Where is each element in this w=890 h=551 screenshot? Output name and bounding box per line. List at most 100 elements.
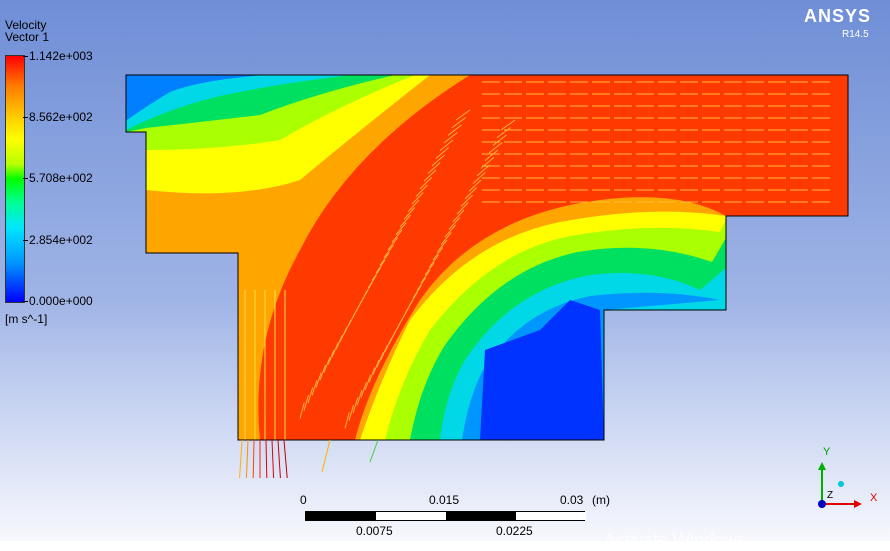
- scale-label-00225: 0.0225: [496, 524, 533, 538]
- velocity-vector: [427, 162, 441, 174]
- axis-triad: Y Z X: [818, 446, 878, 508]
- velocity-vector: [387, 237, 399, 251]
- velocity-vector: [379, 252, 390, 266]
- velocity-vector: [303, 394, 309, 411]
- velocity-vector: [348, 404, 354, 421]
- velocity-vector: [367, 274, 377, 289]
- ansys-logo: ANSYS: [804, 6, 872, 26]
- axis-x-label: X: [870, 492, 878, 504]
- velocity-vector: [352, 397, 359, 414]
- velocity-vector: [492, 134, 507, 146]
- legend-label-4: 2.854e+002: [29, 233, 93, 247]
- velocity-vector: [447, 124, 462, 136]
- legend-color-bar: [5, 55, 25, 303]
- velocity-vector: [435, 147, 450, 159]
- velocity-vector: [423, 169, 437, 182]
- outlet-vector: [277, 439, 281, 479]
- axis-z-label: Z: [827, 490, 833, 501]
- velocity-vector: [440, 232, 452, 246]
- version-label: R14.5: [842, 29, 869, 40]
- velocity-vector: [380, 344, 388, 360]
- legend-units: [m s^-1]: [5, 312, 48, 326]
- scale-label-00075: 0.0075: [356, 524, 393, 538]
- velocity-vector: [432, 247, 444, 261]
- outlet-vector: [283, 439, 288, 479]
- legend-label-min: 0.000e+000: [29, 294, 93, 308]
- outlet-vector: [245, 439, 249, 479]
- region-blue-lower: [480, 300, 604, 440]
- velocity-vector: [411, 192, 424, 205]
- outlet-vectors: [239, 439, 379, 479]
- scale-label-0: 0: [300, 493, 307, 507]
- velocity-vector: [307, 387, 314, 404]
- velocity-vector: [356, 389, 363, 406]
- velocity-vector: [323, 357, 331, 373]
- velocity-vector: [383, 244, 394, 258]
- velocity-vectors: [244, 81, 830, 440]
- scale-label-003: 0.03: [560, 493, 584, 507]
- velocity-vector: [315, 372, 322, 388]
- velocity-vector: [407, 199, 420, 213]
- legend-label-max: 1.142e+003: [29, 49, 93, 63]
- velocity-vector: [431, 154, 445, 167]
- velocity-vector: [335, 334, 343, 350]
- velocity-vector: [472, 172, 486, 184]
- scale-bar: [305, 511, 586, 521]
- scale-label-0015: 0.015: [429, 493, 460, 507]
- velocity-vector: [500, 119, 516, 131]
- legend-title: Velocity: [5, 18, 47, 32]
- axis-y-label: Y: [823, 446, 831, 458]
- velocity-vector: [428, 254, 439, 268]
- velocity-vector: [436, 239, 448, 253]
- velocity-vector: [368, 367, 376, 383]
- velocity-vector: [419, 177, 433, 190]
- velocity-vector: [456, 202, 469, 215]
- velocity-vector: [468, 179, 482, 192]
- legend-label-3: 5.708e+002: [29, 171, 93, 185]
- outlet-vector: [369, 439, 379, 463]
- velocity-vector: [452, 209, 465, 223]
- outlet-vector: [265, 439, 268, 479]
- velocity-vector: [444, 224, 456, 238]
- scale-unit: (m): [592, 493, 610, 507]
- velocity-vector: [391, 229, 403, 243]
- region-red: [258, 75, 848, 440]
- velocity-vector: [319, 364, 326, 381]
- velocity-vector: [424, 262, 435, 276]
- velocity-vector: [439, 139, 454, 151]
- legend-tick: [23, 301, 28, 302]
- velocity-vector: [488, 142, 503, 154]
- velocity-vector: [311, 379, 318, 396]
- outlet-vector: [252, 439, 255, 479]
- outlet-vector: [271, 439, 275, 479]
- velocity-vector: [403, 207, 416, 220]
- velocity-vector: [384, 337, 393, 353]
- velocity-vector: [476, 164, 490, 177]
- velocity-vector: [399, 214, 411, 228]
- legend-tick: [23, 178, 28, 179]
- velocity-vector: [464, 187, 478, 200]
- velocity-vector: [376, 352, 384, 368]
- outlet-vector: [321, 439, 331, 473]
- velocity-vector: [299, 402, 305, 419]
- velocity-vector: [331, 342, 339, 358]
- velocity-vector: [448, 217, 461, 230]
- velocity-vector: [395, 222, 407, 236]
- velocity-vector: [480, 157, 495, 169]
- legend-tick: [23, 117, 28, 118]
- velocity-vector: [451, 117, 467, 129]
- velocity-vector: [415, 184, 428, 197]
- legend-label-2: 8.562e+002: [29, 110, 93, 124]
- velocity-vector: [372, 359, 380, 375]
- region-lightblue: [126, 75, 265, 132]
- domain-outline: [125, 74, 849, 441]
- velocity-vector: [360, 382, 367, 398]
- velocity-vector: [344, 412, 350, 429]
- region-cyan: [126, 75, 350, 130]
- velocity-vector: [364, 374, 371, 391]
- velocity-vector: [484, 149, 499, 161]
- velocity-vector: [412, 284, 422, 299]
- velocity-vector: [460, 194, 473, 207]
